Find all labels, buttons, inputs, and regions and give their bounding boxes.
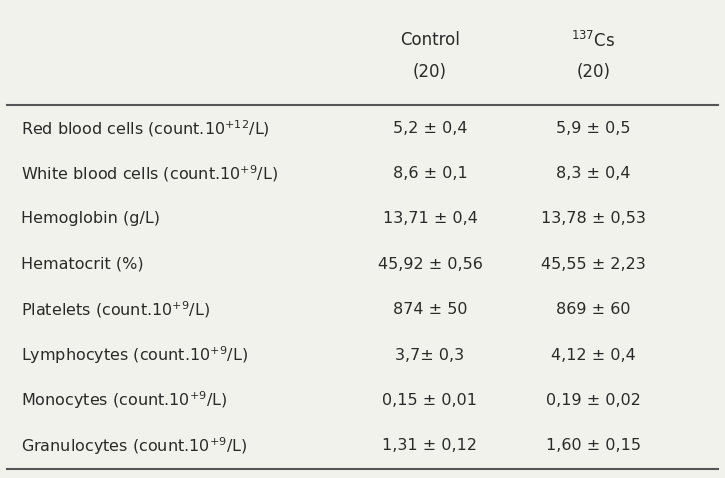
Text: 3,7± 0,3: 3,7± 0,3	[395, 348, 465, 363]
Text: Red blood cells (count.10$^{+12}$/L): Red blood cells (count.10$^{+12}$/L)	[22, 118, 270, 139]
Text: 0,15 ± 0,01: 0,15 ± 0,01	[383, 393, 478, 408]
Text: 874 ± 50: 874 ± 50	[393, 302, 467, 317]
Text: White blood cells (count.10$^{+9}$/L): White blood cells (count.10$^{+9}$/L)	[22, 163, 278, 184]
Text: (20): (20)	[576, 64, 610, 81]
Text: 5,9 ± 0,5: 5,9 ± 0,5	[556, 120, 631, 136]
Text: 0,19 ± 0,02: 0,19 ± 0,02	[546, 393, 641, 408]
Text: $^{137}$Cs: $^{137}$Cs	[571, 31, 616, 51]
Text: Hematocrit (%): Hematocrit (%)	[22, 257, 144, 272]
Text: 1,60 ± 0,15: 1,60 ± 0,15	[546, 438, 641, 453]
Text: 4,12 ± 0,4: 4,12 ± 0,4	[551, 348, 636, 363]
Text: 13,78 ± 0,53: 13,78 ± 0,53	[541, 211, 646, 227]
Text: 13,71 ± 0,4: 13,71 ± 0,4	[383, 211, 478, 227]
Text: Monocytes (count.10$^{+9}$/L): Monocytes (count.10$^{+9}$/L)	[22, 390, 228, 411]
Text: 45,55 ± 2,23: 45,55 ± 2,23	[541, 257, 646, 272]
Text: Platelets (count.10$^{+9}$/L): Platelets (count.10$^{+9}$/L)	[22, 299, 210, 320]
Text: (20): (20)	[413, 64, 447, 81]
Text: Lymphocytes (count.10$^{+9}$/L): Lymphocytes (count.10$^{+9}$/L)	[22, 344, 249, 366]
Text: 8,6 ± 0,1: 8,6 ± 0,1	[393, 166, 468, 181]
Text: Granulocytes (count.10$^{+9}$/L): Granulocytes (count.10$^{+9}$/L)	[22, 435, 248, 456]
Text: 1,31 ± 0,12: 1,31 ± 0,12	[383, 438, 478, 453]
Text: 869 ± 60: 869 ± 60	[556, 302, 631, 317]
Text: Control: Control	[400, 31, 460, 49]
Text: Hemoglobin (g/L): Hemoglobin (g/L)	[22, 211, 160, 227]
Text: 45,92 ± 0,56: 45,92 ± 0,56	[378, 257, 482, 272]
Text: 8,3 ± 0,4: 8,3 ± 0,4	[556, 166, 631, 181]
Text: 5,2 ± 0,4: 5,2 ± 0,4	[393, 120, 467, 136]
